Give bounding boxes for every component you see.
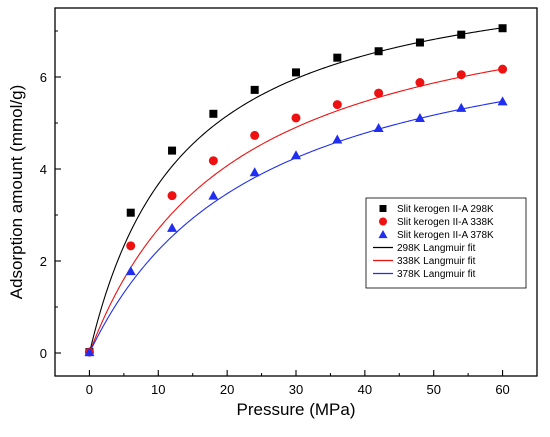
- data-point-square: [209, 109, 218, 118]
- plot-frame: [54, 7, 538, 377]
- data-point-square: [292, 68, 300, 77]
- data-point-square: [457, 30, 466, 39]
- data-point-triangle: [167, 222, 178, 232]
- data-point-triangle: [208, 190, 219, 200]
- x-tick-label: 30: [289, 382, 303, 397]
- y-tick-label: 2: [40, 254, 47, 269]
- data-point-triangle: [84, 347, 95, 357]
- fit-curve: [88, 68, 503, 354]
- y-axis-title: Adsorption amount (mmol/g): [7, 85, 26, 299]
- data-point-circle: [250, 130, 260, 140]
- data-point-triangle: [497, 96, 508, 106]
- x-tick-label: 20: [220, 382, 234, 397]
- data-point-circle: [498, 64, 508, 74]
- data-point-triangle: [373, 123, 384, 133]
- data-point-triangle: [249, 167, 260, 177]
- y-tick-label: 4: [40, 162, 47, 177]
- fit-curves: [88, 27, 503, 354]
- x-tick-label: 0: [86, 382, 93, 397]
- x-axis-ticks: 0 10 20 30 40 50 60: [86, 370, 510, 397]
- y-axis-ticks: 0 2 4 6: [40, 30, 61, 361]
- data-point-triangle: [125, 266, 136, 276]
- data-point-square: [126, 208, 135, 217]
- data-point-square: [415, 38, 424, 47]
- x-tick-label: 10: [151, 382, 165, 397]
- legend-label: Slit kerogen II-A 338K: [397, 217, 494, 228]
- x-axis-title: Pressure (MPa): [236, 400, 355, 419]
- legend-label: Slit kerogen II-A 378K: [397, 230, 494, 241]
- y-tick-label: 0: [40, 346, 47, 361]
- data-point-circle: [126, 241, 136, 251]
- x-tick-label: 60: [495, 382, 509, 397]
- legend-symbol-circle: [379, 217, 387, 226]
- data-point-circle: [332, 100, 342, 110]
- data-point-circle: [374, 88, 384, 98]
- data-point-circle: [415, 78, 425, 88]
- data-point-triangle: [291, 150, 301, 160]
- data-point-triangle: [414, 112, 425, 122]
- data-point-square: [168, 146, 177, 155]
- data-point-circle: [208, 156, 218, 166]
- legend-symbol-triangle: [378, 230, 388, 239]
- data-point-square: [250, 85, 259, 94]
- legend-label: 338K Langmuir fit: [397, 256, 476, 267]
- legend-label: Slit kerogen II-A 298K: [397, 204, 494, 215]
- data-point-square: [333, 53, 342, 62]
- data-point-triangle: [332, 134, 343, 144]
- data-point-square: [498, 24, 507, 33]
- data-point-triangle: [456, 102, 467, 112]
- legend-symbol-square: [379, 205, 387, 212]
- legend-label: 298K Langmuir fit: [397, 243, 476, 254]
- fit-curve: [88, 27, 503, 354]
- x-tick-label: 40: [358, 382, 372, 397]
- data-point-circle: [291, 113, 301, 123]
- legend: Slit kerogen II-A 298K Slit kerogen II-A …: [365, 197, 527, 289]
- data-point-circle: [167, 191, 177, 201]
- data-point-square: [374, 47, 383, 56]
- data-points: [84, 24, 508, 357]
- legend-label: 378K Langmuir fit: [397, 269, 476, 280]
- legend-box: [365, 197, 527, 289]
- data-point-circle: [456, 70, 466, 80]
- x-tick-label: 50: [426, 382, 440, 397]
- y-tick-label: 6: [40, 70, 47, 85]
